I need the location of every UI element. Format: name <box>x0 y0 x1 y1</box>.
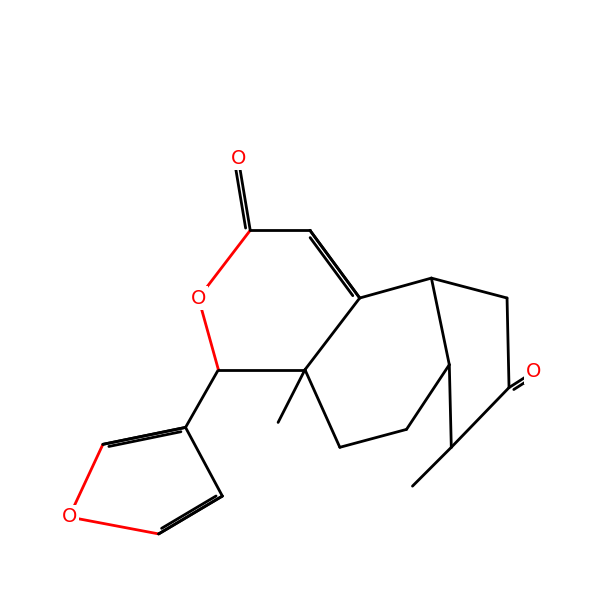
Text: O: O <box>61 508 77 526</box>
Text: O: O <box>526 362 542 381</box>
Text: O: O <box>230 149 246 168</box>
Text: O: O <box>191 289 206 308</box>
